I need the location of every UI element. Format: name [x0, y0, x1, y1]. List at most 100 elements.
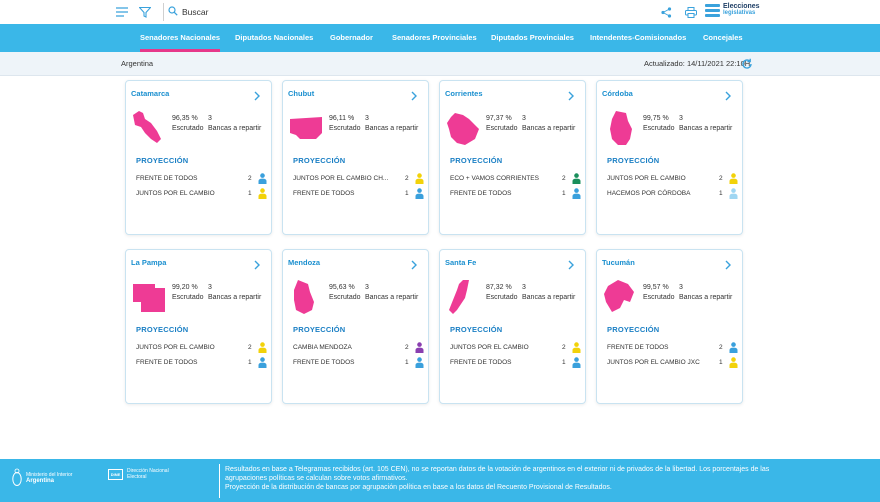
- person-icon: [572, 357, 581, 368]
- scrutiny-percent: 96,11 %: [329, 115, 355, 122]
- province-card-cordoba[interactable]: Córdoba 99,75 % Escrutado 3 Bancas a rep…: [596, 80, 743, 235]
- elecciones-logo: Elecciones legislativas: [705, 3, 760, 17]
- projection-heading: PROYECCIÓN: [293, 325, 346, 334]
- chevron-right-icon[interactable]: [253, 260, 261, 270]
- chevron-right-icon[interactable]: [724, 260, 732, 270]
- person-icon: [258, 357, 267, 368]
- province-name: Chubut: [288, 89, 315, 98]
- projection-row: HACEMOS POR CÓRDOBA 1: [607, 188, 738, 200]
- person-icon: [415, 188, 424, 199]
- projection-row: JUNTOS POR EL CAMBIO CH... 2: [293, 173, 424, 185]
- seats-count: 3: [522, 284, 526, 291]
- chevron-right-icon[interactable]: [724, 91, 732, 101]
- tab-senadores-provinciales[interactable]: Senadores Provinciales: [392, 33, 477, 42]
- projection-row: JUNTOS POR EL CAMBIO 2: [607, 173, 738, 185]
- province-card-chubut[interactable]: Chubut 96,11 % Escrutado 3 Bancas a repa…: [282, 80, 429, 235]
- scrutiny-label: Escrutado: [486, 125, 518, 132]
- chevron-right-icon[interactable]: [253, 91, 261, 101]
- menu-icon[interactable]: [114, 4, 130, 20]
- province-card-santa-fe[interactable]: Santa Fe 87,32 % Escrutado 3 Bancas a re…: [439, 249, 586, 404]
- province-card-mendoza[interactable]: Mendoza 95,63 % Escrutado 3 Bancas a rep…: [282, 249, 429, 404]
- seats-count: 3: [208, 115, 212, 122]
- footer: Ministerio del Interior Argentina DINE D…: [0, 459, 880, 502]
- scrutiny-label: Escrutado: [486, 294, 518, 301]
- seats-count: 3: [365, 284, 369, 291]
- scrutiny-label: Escrutado: [172, 125, 204, 132]
- projection-heading: PROYECCIÓN: [136, 325, 189, 334]
- party-seats: 1: [405, 190, 409, 197]
- province-map-icon: [133, 284, 165, 312]
- projection-heading: PROYECCIÓN: [136, 156, 189, 165]
- scrutiny-percent: 87,32 %: [486, 284, 512, 291]
- chevron-right-icon[interactable]: [567, 260, 575, 270]
- party-seats: 1: [719, 359, 723, 366]
- party-name: FRENTE DE TODOS: [450, 359, 512, 366]
- print-icon[interactable]: [683, 4, 699, 20]
- seats-count: 3: [679, 284, 683, 291]
- party-seats: 2: [405, 344, 409, 351]
- scrutiny-percent: 97,37 %: [486, 115, 512, 122]
- projection-heading: PROYECCIÓN: [607, 325, 660, 334]
- person-icon: [258, 173, 267, 184]
- seats-label: Bancas a repartir: [679, 294, 733, 301]
- breadcrumb-country[interactable]: Argentina: [121, 59, 154, 68]
- dine-box: DINE: [108, 468, 123, 480]
- chevron-right-icon[interactable]: [410, 260, 418, 270]
- scrutiny-label: Escrutado: [643, 294, 675, 301]
- tab-diputados-provinciales[interactable]: Diputados Provinciales: [491, 33, 574, 42]
- person-icon: [729, 173, 738, 184]
- seats-label: Bancas a repartir: [522, 125, 576, 132]
- party-seats: 1: [405, 359, 409, 366]
- party-name: JUNTOS POR EL CAMBIO: [136, 344, 215, 351]
- province-name: Catamarca: [131, 89, 170, 98]
- scrutiny-percent: 96,35 %: [172, 115, 198, 122]
- share-icon[interactable]: [658, 4, 674, 20]
- party-seats: 1: [248, 359, 252, 366]
- party-name: FRENTE DE TODOS: [293, 359, 355, 366]
- province-card-corrientes[interactable]: Corrientes 97,37 % Escrutado 3 Bancas a …: [439, 80, 586, 235]
- logo-line2: legislativas: [723, 10, 756, 16]
- person-icon: [415, 342, 424, 353]
- province-name: Corrientes: [445, 89, 483, 98]
- party-name: CAMBIA MENDOZA: [293, 344, 352, 351]
- party-seats: 2: [719, 175, 723, 182]
- tab-senadores-nacionales[interactable]: Senadores Nacionales: [140, 24, 221, 52]
- chevron-right-icon[interactable]: [567, 91, 575, 101]
- scrutiny-label: Escrutado: [329, 125, 361, 132]
- province-card-catamarca[interactable]: Catamarca 96,35 % Escrutado 3 Bancas a r…: [125, 80, 272, 235]
- search-input[interactable]: [182, 7, 332, 17]
- person-icon: [572, 188, 581, 199]
- projection-row: JUNTOS POR EL CAMBIO 1: [136, 188, 267, 200]
- tab-gobernador[interactable]: Gobernador: [330, 33, 373, 42]
- party-name: FRENTE DE TODOS: [607, 344, 669, 351]
- refresh-icon[interactable]: [741, 57, 753, 69]
- party-seats: 2: [562, 344, 566, 351]
- projection-heading: PROYECCIÓN: [293, 156, 346, 165]
- seats-label: Bancas a repartir: [208, 294, 262, 301]
- party-seats: 2: [719, 344, 723, 351]
- seats-count: 3: [208, 284, 212, 291]
- dine-line1: Dirección Nacional: [127, 468, 169, 474]
- party-name: FRENTE DE TODOS: [293, 190, 355, 197]
- tab-diputados-nacionales[interactable]: Diputados Nacionales: [235, 33, 314, 42]
- projection-row: FRENTE DE TODOS 2: [136, 173, 267, 185]
- person-icon: [415, 173, 424, 184]
- projection-heading: PROYECCIÓN: [450, 325, 503, 334]
- coat-of-arms-icon: [12, 468, 22, 486]
- chevron-right-icon[interactable]: [410, 91, 418, 101]
- filter-icon[interactable]: [137, 4, 153, 20]
- province-card-la-pampa[interactable]: La Pampa 99,20 % Escrutado 3 Bancas a re…: [125, 249, 272, 404]
- province-card-tucuman[interactable]: Tucumán 99,57 % Escrutado 3 Bancas a rep…: [596, 249, 743, 404]
- tab-intendentes-comisionados[interactable]: Intendentes-Comisionados: [590, 33, 687, 42]
- ministerio-line1: Ministerio del Interior: [26, 472, 73, 478]
- search-box[interactable]: [163, 3, 332, 21]
- projection-row: FRENTE DE TODOS 1: [450, 188, 581, 200]
- person-icon: [572, 342, 581, 353]
- province-name: La Pampa: [131, 258, 167, 267]
- party-seats: 2: [248, 175, 252, 182]
- person-icon: [258, 188, 267, 199]
- tab-concejales[interactable]: Concejales: [703, 33, 743, 42]
- disclaimer-line1: Resultados en base a Telegramas recibido…: [225, 466, 770, 473]
- disclaimer-line2: agrupaciones políticas se calculan sobre…: [225, 475, 408, 482]
- seats-count: 3: [679, 115, 683, 122]
